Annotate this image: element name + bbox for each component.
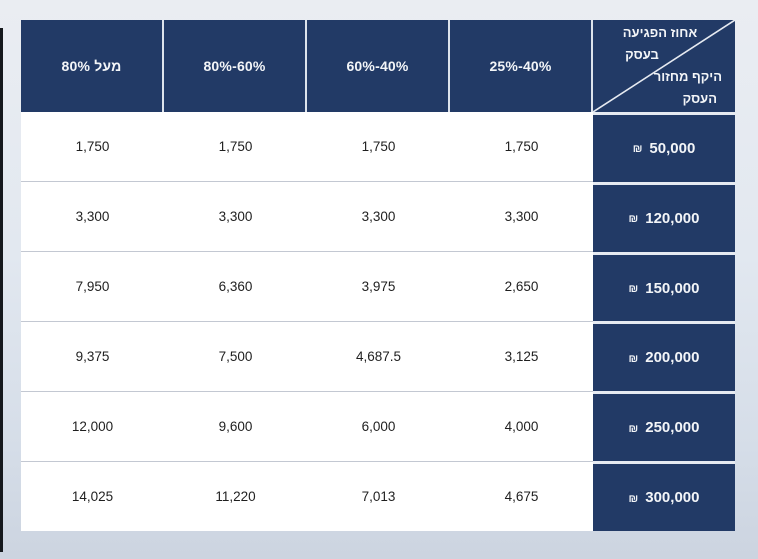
value-cell: 14,025 xyxy=(71,489,114,504)
row-header-turnover: ₪ 250,000 xyxy=(593,391,735,462)
turnover-row-header-column: ₪ 50,000 ₪ 120,000 ₪ 150,000 ₪ 200,000 ₪ 250,… xyxy=(593,112,735,531)
value-cell: 3,125 xyxy=(504,349,539,364)
column-header-40-25: 40%-25% xyxy=(450,20,593,112)
table-row: 1,750 1,750 1,750 1,750 xyxy=(21,112,593,182)
row-header-turnover: ₪ 200,000 xyxy=(593,321,735,392)
table-row: 12,000 9,600 6,000 4,000 xyxy=(21,392,593,462)
row-header-turnover: ₪ 50,000 xyxy=(593,112,735,182)
business-damage-compensation-table: מעל 80% 60%-80% 40%-60% 40%-25% אחוז הפג… xyxy=(21,20,735,531)
value-cell: 3,975 xyxy=(361,279,396,294)
corner-bottom-label-line2: העסק xyxy=(682,91,717,106)
column-header-40-60: 40%-60% xyxy=(307,20,450,112)
value-cell: 7,950 xyxy=(75,279,110,294)
value-cell: 1,750 xyxy=(218,139,253,154)
compensation-values-grid: 1,750 1,750 1,750 1,750 3,300 3,300 3,30… xyxy=(21,112,593,531)
value-cell: 2,650 xyxy=(504,279,539,294)
turnover-amount: 150,000 xyxy=(645,279,700,297)
value-cell: 1,750 xyxy=(504,139,539,154)
turnover-amount: 200,000 xyxy=(645,349,700,367)
turnover-amount: 300,000 xyxy=(645,489,700,507)
value-cell: 4,687.5 xyxy=(355,349,402,364)
corner-top-label-line1: אחוז הפגיעה xyxy=(622,25,698,40)
shekel-symbol: ₪ xyxy=(628,352,639,365)
left-edge-strip xyxy=(0,28,3,552)
value-cell: 7,500 xyxy=(218,349,253,364)
value-cell: 7,013 xyxy=(361,489,396,504)
value-cell: 3,300 xyxy=(218,209,253,224)
row-header-turnover: ₪ 300,000 xyxy=(593,461,735,531)
shekel-symbol: ₪ xyxy=(632,143,643,156)
shekel-symbol: ₪ xyxy=(628,213,639,226)
value-cell: 12,000 xyxy=(71,419,114,434)
damage-percent-header-row: מעל 80% 60%-80% 40%-60% 40%-25% xyxy=(21,20,593,112)
row-header-turnover: ₪ 150,000 xyxy=(593,251,735,322)
diagonal-divider xyxy=(593,20,735,112)
value-cell: 4,675 xyxy=(504,489,539,504)
value-cell: 1,750 xyxy=(361,139,396,154)
value-cell: 9,600 xyxy=(218,419,253,434)
corner-top-label-line2: בעסק xyxy=(625,47,659,62)
turnover-amount: 50,000 xyxy=(649,139,696,157)
shekel-symbol: ₪ xyxy=(628,422,639,435)
value-cell: 6,000 xyxy=(361,419,396,434)
corner-header-cell: אחוז הפגיעה בעסק היקף מחזור העסק xyxy=(593,20,735,112)
corner-bottom-label-line1: היקף מחזור xyxy=(653,69,722,84)
value-cell: 3,300 xyxy=(504,209,539,224)
table-row: 9,375 7,500 4,687.5 3,125 xyxy=(21,322,593,392)
value-cell: 1,750 xyxy=(75,139,110,154)
shekel-symbol: ₪ xyxy=(628,283,639,296)
shekel-symbol: ₪ xyxy=(628,492,639,505)
value-cell: 3,300 xyxy=(361,209,396,224)
value-cell: 11,220 xyxy=(215,489,256,504)
turnover-amount: 250,000 xyxy=(645,419,700,437)
value-cell: 3,300 xyxy=(75,209,110,224)
column-header-60-80: 60%-80% xyxy=(164,20,307,112)
value-cell: 6,360 xyxy=(218,279,253,294)
value-cell: 4,000 xyxy=(504,419,539,434)
column-header-above-80: מעל 80% xyxy=(21,20,164,112)
table-row: 14,025 11,220 7,013 4,675 xyxy=(21,462,593,531)
value-cell: 9,375 xyxy=(75,349,110,364)
table-row: 3,300 3,300 3,300 3,300 xyxy=(21,182,593,252)
row-header-turnover: ₪ 120,000 xyxy=(593,181,735,252)
table-row: 7,950 6,360 3,975 2,650 xyxy=(21,252,593,322)
turnover-amount: 120,000 xyxy=(645,209,700,227)
